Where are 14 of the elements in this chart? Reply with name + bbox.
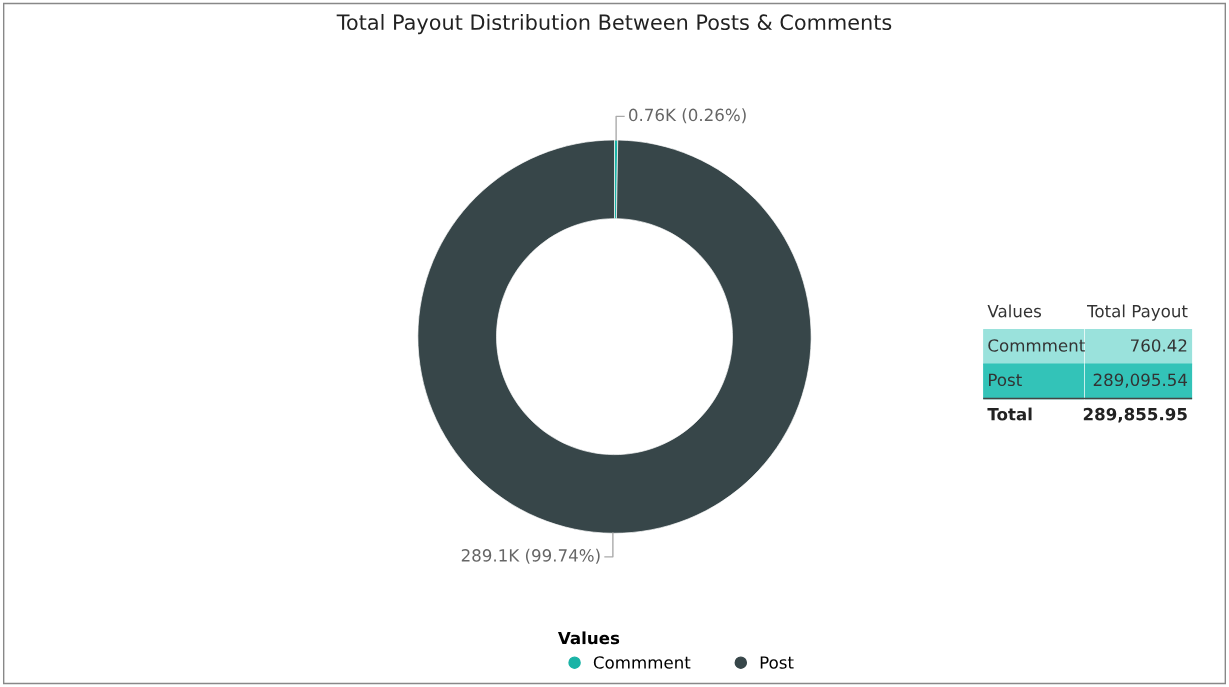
data-label: 0.76K (0.26%) <box>629 108 746 124</box>
text: 289,855.95 <box>1083 407 1187 423</box>
text: 760.42 <box>1131 339 1187 352</box>
category-label: Post <box>989 373 1022 387</box>
legend-label: Commment <box>593 656 691 669</box>
text: Total Payout <box>1087 304 1188 321</box>
category-label: Commment <box>988 339 1085 352</box>
data-label: 289.1K (99.74%) <box>461 548 600 564</box>
text: 289,095.54 <box>1093 373 1188 388</box>
legend-label: Post <box>760 656 794 669</box>
chart-title: Total Payout Distribution Between Posts & Comments <box>336 13 892 35</box>
legend-title: Values <box>557 631 620 645</box>
text: Total <box>987 407 1032 421</box>
text: Values <box>987 304 1042 318</box>
